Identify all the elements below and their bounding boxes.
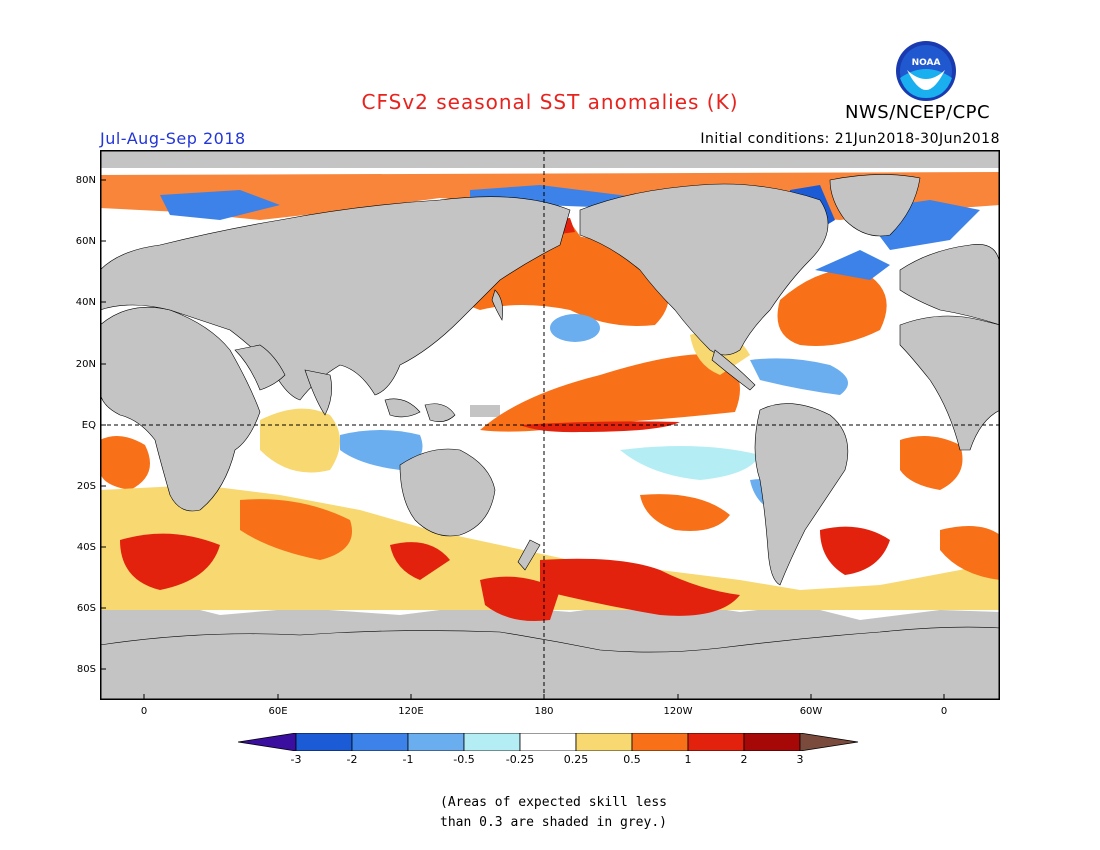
colorbar-label: -0.5: [453, 753, 475, 766]
eurasia-landmass: [100, 196, 571, 401]
colorbar-label: -2: [346, 753, 358, 766]
greenland-landmass: [829, 174, 921, 237]
lat-label-20n: 20N: [75, 359, 96, 370]
south-america-landmass: [754, 403, 849, 586]
north-america-landmass: [579, 183, 829, 356]
lat-label-eq: EQ: [81, 420, 96, 431]
lon-label-0: 0: [140, 706, 148, 717]
noaa-logo: NOAA: [895, 40, 957, 102]
colorbar-segment: [463, 732, 521, 752]
colorbar-segment: [407, 732, 465, 752]
colorbar-label: 3: [796, 753, 804, 766]
lat-label-60n: 60N: [75, 236, 96, 247]
lat-label-40s: 40S: [76, 542, 96, 553]
lat-label-80n: 80N: [75, 175, 96, 186]
colorbar-arrow-high: [799, 732, 859, 752]
colorbar-segment: [519, 732, 577, 752]
australia-landmass: [399, 448, 496, 537]
colorbar-label: -0.25: [505, 753, 535, 766]
colorbar-segment: [743, 732, 801, 752]
colorbar-segment: [351, 732, 409, 752]
logo-text: NOAA: [912, 58, 941, 68]
colorbar-segment: [631, 732, 689, 752]
colorbar-svg: [237, 732, 859, 752]
lat-label-40n: 40N: [75, 297, 96, 308]
colorbar-segment: [687, 732, 745, 752]
lat-label-60s: 60S: [76, 603, 96, 614]
colorbar-segment: [295, 732, 353, 752]
skill-note-line-1: (Areas of expected skill less: [440, 795, 667, 810]
antarctica-landmass: [100, 626, 1000, 700]
colorbar-label: 2: [740, 753, 748, 766]
colorbar-arrow-low: [237, 732, 297, 752]
africa-landmass: [100, 306, 261, 512]
colorbar-label: 0.25: [563, 753, 589, 766]
map-svg: [100, 150, 1000, 700]
colorbar-label: 0.5: [623, 753, 641, 766]
colorbar-segment: [575, 732, 633, 752]
season-label: Jul-Aug-Sep 2018: [100, 129, 246, 148]
lat-label-80s: 80S: [76, 664, 96, 675]
land: [100, 174, 1000, 700]
lon-label-0-east: 0: [940, 706, 948, 717]
lon-label-120e: 120E: [398, 706, 424, 717]
skill-note: (Areas of expected skill less than 0.3 a…: [440, 793, 770, 833]
agency-label: NWS/NCEP/CPC: [845, 102, 991, 123]
initial-conditions-label: Initial conditions: 21Jun2018-30Jun2018: [700, 131, 1000, 147]
skill-note-line-2: than 0.3 are shaded in grey.): [440, 815, 667, 830]
lon-label-180: 180: [534, 706, 554, 717]
lon-label-60w: 60W: [799, 706, 823, 717]
lat-label-20s: 20S: [76, 481, 96, 492]
lon-label-120w: 120W: [663, 706, 693, 717]
lon-label-60e: 60E: [268, 706, 288, 717]
africa-landmass-east: [899, 315, 1000, 451]
colorbar-label: -1: [402, 753, 414, 766]
colorbar: [237, 732, 862, 752]
sst-anomaly-map: [100, 150, 1000, 700]
colorbar-label: 1: [684, 753, 692, 766]
chart-title: CFSv2 seasonal SST anomalies (K): [361, 90, 739, 114]
colorbar-label: -3: [290, 753, 302, 766]
